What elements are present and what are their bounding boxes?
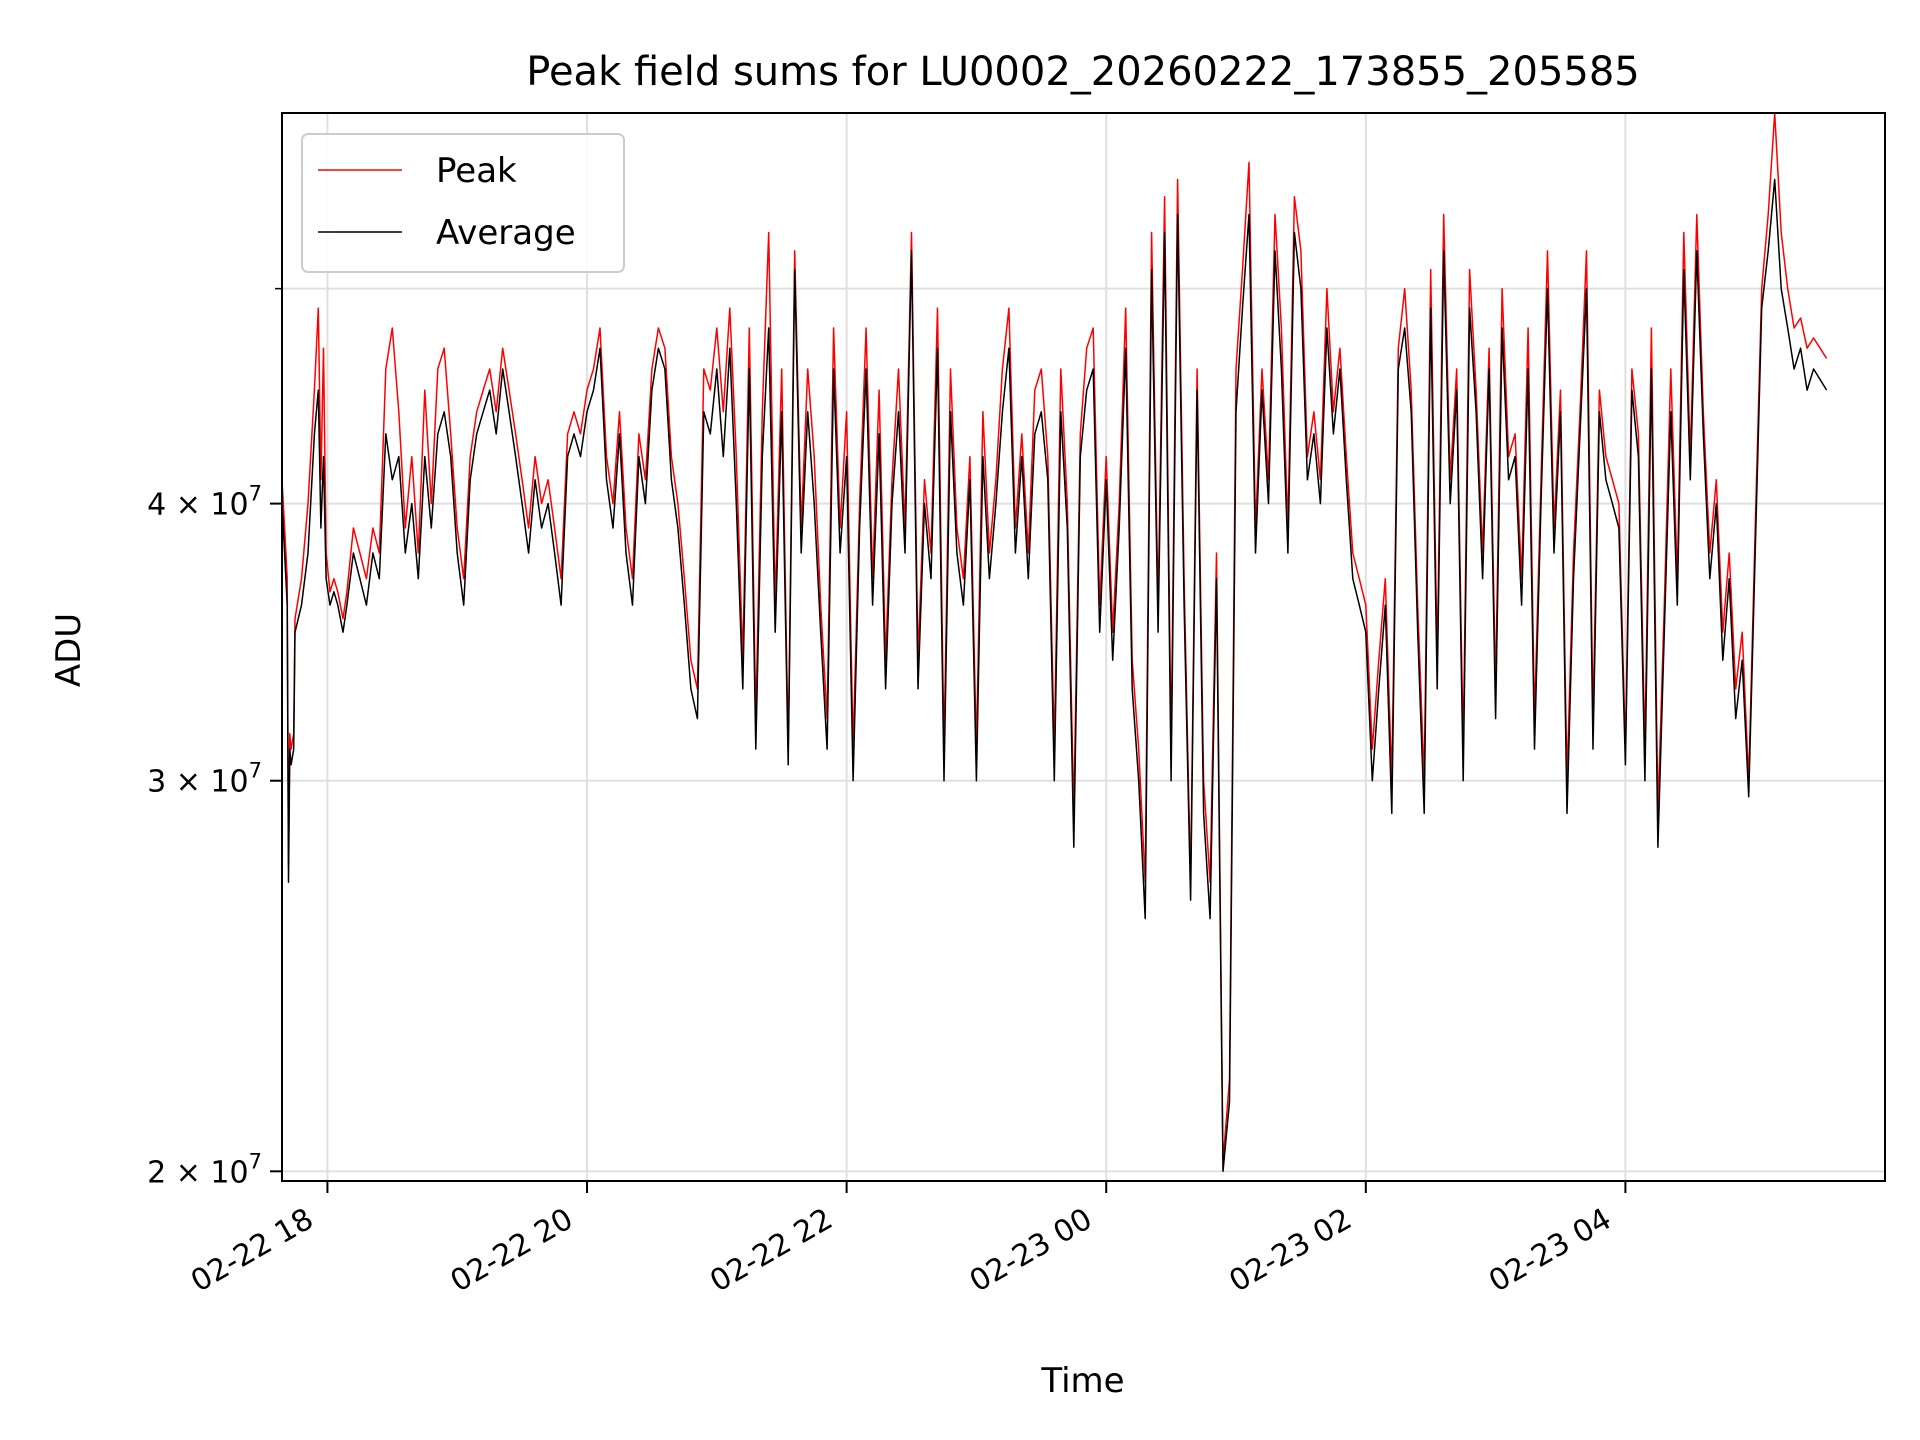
chart-title: Peak field sums for LU0002_20260222_1738… [526,49,1640,95]
legend-box [301,133,625,273]
y-tick-mantissa: 2 × 10 [147,1155,248,1190]
series-line-average [281,178,1828,1173]
grid [282,113,1885,1181]
legend-label-peak: Peak [436,151,517,191]
y-tick-label: 2 × 107 [147,1149,262,1190]
y-tick-exponent: 7 [249,759,262,783]
legend-label-average: Average [436,213,576,253]
y-tick-label: 4 × 107 [147,482,262,523]
y-axis-label: ADU [49,613,89,687]
y-tick-mantissa: 4 × 10 [147,488,248,523]
y-tick-exponent: 7 [249,1149,262,1173]
series-line-peak [281,112,1828,1163]
series-layer [281,112,1828,1173]
axes-frame [281,112,1886,1182]
legend: Peak Average [301,133,625,273]
y-tick-mantissa: 3 × 10 [147,765,248,800]
x-axis-label: Time [1040,1361,1124,1401]
y-tick-exponent: 7 [249,482,262,506]
y-tick-label: 3 × 107 [147,759,262,800]
